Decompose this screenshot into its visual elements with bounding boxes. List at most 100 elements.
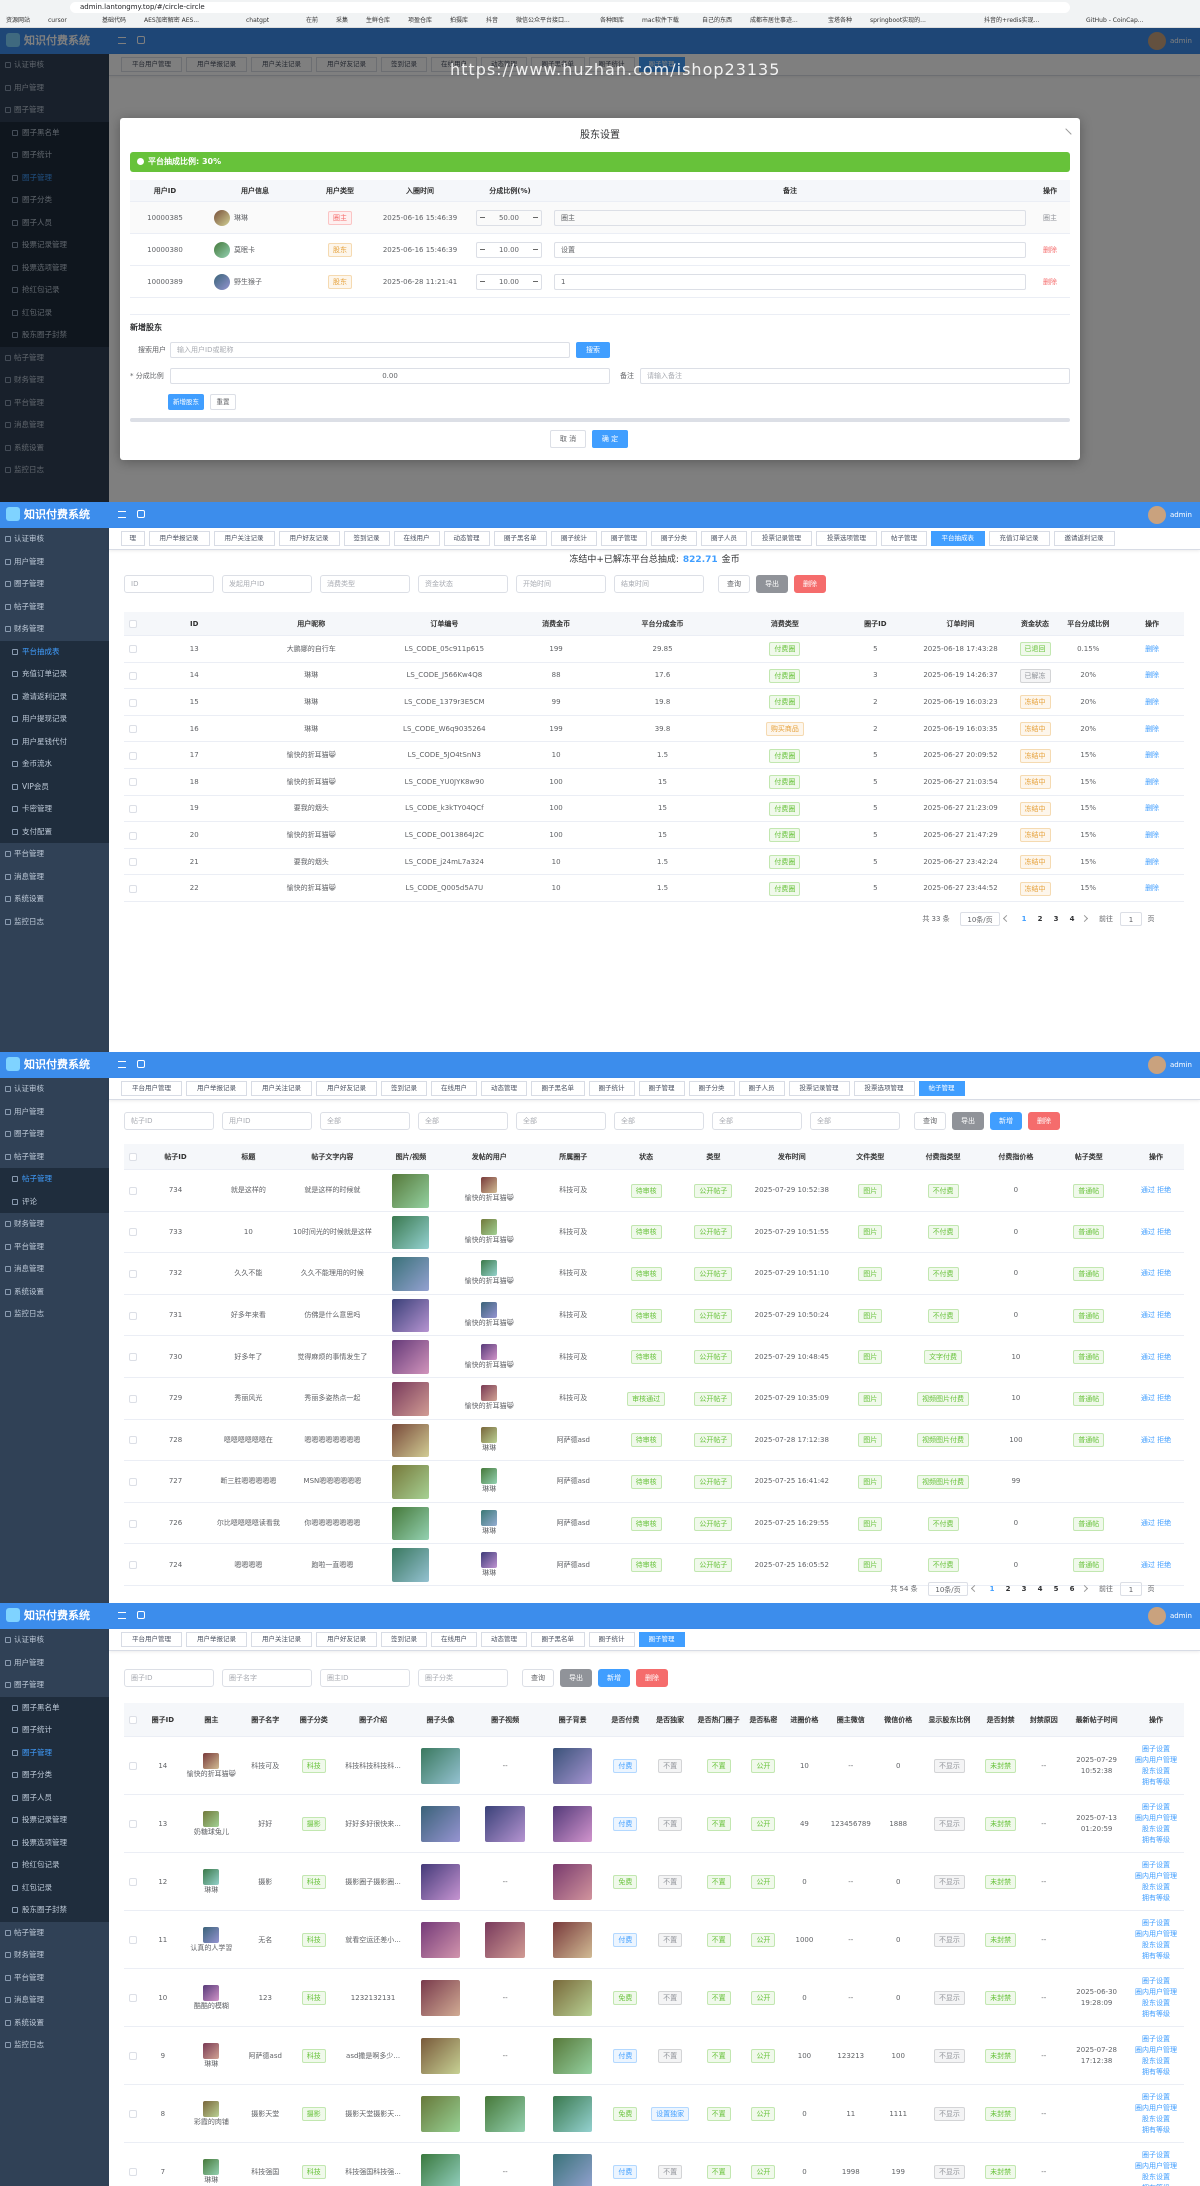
decrease[interactable] [480, 217, 485, 218]
row-action[interactable]: 圈子设置 [1141, 1745, 1170, 1753]
tab[interactable]: 帖子管理 [881, 531, 927, 546]
tab[interactable]: 圈子黑名单 [531, 1081, 585, 1096]
bookmark[interactable]: AES加密解密 AES... [144, 17, 200, 24]
cell-text[interactable]: 删除 [1145, 830, 1160, 839]
cell-text[interactable]: 删除 [1145, 724, 1160, 733]
tab[interactable]: 用户举报记录 [186, 1632, 247, 1647]
cell-text[interactable]: 删除 [1145, 697, 1160, 706]
row-action[interactable]: 圈子设置 [1141, 1919, 1170, 1927]
row-action[interactable]: 股东设置 [1141, 1883, 1170, 1891]
filter-input[interactable]: 全部 [614, 1112, 704, 1130]
cancel-button[interactable]: 取 消 [550, 430, 586, 448]
bookmark[interactable]: 成都市居住事迹... [750, 17, 798, 24]
row-action[interactable]: 拥有等级 [1141, 1778, 1170, 1786]
bookmark[interactable]: 抖音 [486, 17, 499, 24]
user-name[interactable]: admin [1170, 1612, 1192, 1620]
tab[interactable]: 圈子分类 [651, 531, 697, 546]
tab[interactable]: 圈子黑名单 [531, 1632, 585, 1647]
tab[interactable]: 理 [121, 531, 145, 546]
cell-text[interactable]: 删除 [1145, 671, 1160, 680]
pagination-item[interactable]: 5 [1053, 1585, 1059, 1593]
cell-text[interactable]: 删除 [1145, 644, 1160, 653]
tab[interactable]: 圈子管理 [638, 1081, 685, 1096]
pagination-item[interactable]: 1 [1120, 912, 1142, 926]
button[interactable]: 查询 [914, 1112, 946, 1130]
filter-input[interactable]: 全部 [810, 1112, 900, 1130]
tab[interactable]: 动态管理 [443, 531, 490, 546]
menu-item[interactable]: 帖子管理 [0, 1921, 109, 1944]
menu-item[interactable]: 监控日志 [0, 1303, 109, 1326]
user-avatar[interactable] [1148, 506, 1166, 524]
checkbox[interactable] [129, 2052, 137, 2060]
row-action[interactable]: 圈内用户管理 [1134, 1872, 1177, 1880]
remark-input[interactable]: 圈主 [554, 210, 1026, 226]
menu-item[interactable]: 监控日志 [0, 910, 109, 933]
pagination-item[interactable]: 2 [1037, 915, 1043, 923]
menu-item[interactable]: 用户星钱代付 [0, 730, 109, 753]
menu-toggle[interactable] [118, 1612, 126, 1619]
cell-text[interactable]: 删除 [1145, 884, 1160, 893]
menu-item[interactable]: 消息管理 [0, 865, 109, 888]
menu-item[interactable]: 帖子管理 [0, 595, 109, 618]
checkbox[interactable] [129, 751, 137, 760]
checkbox[interactable] [129, 1311, 137, 1320]
menu-item[interactable]: 消息管理 [0, 1989, 109, 2012]
row-action[interactable]: 股东设置 [1141, 1767, 1170, 1775]
menu-item[interactable]: 平台管理 [0, 843, 109, 866]
checkbox[interactable] [129, 698, 137, 707]
menu-item[interactable]: 用户管理 [0, 1100, 109, 1123]
tab[interactable]: 平台用户管理 [121, 1632, 182, 1647]
tab[interactable]: 投票选项管理 [853, 1081, 915, 1096]
row-action[interactable]: 股东设置 [1141, 1825, 1170, 1833]
row-action[interactable]: 拥有等级 [1141, 1836, 1170, 1844]
button[interactable]: 查询 [522, 1669, 554, 1687]
menu-item[interactable]: 红包记录 [0, 1876, 109, 1899]
menu-item[interactable]: 圈子黑名单 [0, 1696, 109, 1719]
filter-input[interactable]: 全部 [320, 1112, 410, 1130]
menu-item[interactable]: 监控日志 [0, 2034, 109, 2057]
ratio-input[interactable]: 0.00 [170, 368, 610, 384]
filter-input[interactable]: 结束时间 [614, 575, 704, 593]
filter-input[interactable]: ID [124, 575, 214, 593]
next[interactable] [1080, 1584, 1089, 1593]
bookmark[interactable]: 拍摄库 [450, 17, 469, 24]
checkbox[interactable] [129, 1153, 137, 1161]
menu-item[interactable]: 系统设置 [0, 1280, 109, 1303]
cell-text[interactable]: 通过 拒绝 [1140, 1560, 1172, 1569]
menu-item[interactable]: 认证审核 [0, 1078, 109, 1101]
menu-item[interactable]: 系统设置 [0, 888, 109, 911]
bookmark[interactable]: 自己的东西 [702, 17, 733, 24]
number-input[interactable]: 10.00 [476, 242, 542, 258]
filter-input[interactable]: 圈子ID [124, 1669, 214, 1687]
cell-text[interactable]: 通过 拒绝 [1140, 1519, 1172, 1528]
remark-input[interactable]: 请输入备注 [640, 368, 1070, 384]
filter-input[interactable]: 全部 [516, 1112, 606, 1130]
pagination-item[interactable]: 4 [1069, 915, 1075, 923]
filter-input[interactable]: 消费类型 [320, 575, 410, 593]
tab[interactable]: 用户关注记录 [251, 1081, 312, 1096]
tab[interactable]: 用户好友记录 [316, 1632, 377, 1647]
tab[interactable]: 用户举报记录 [186, 1081, 247, 1096]
menu-toggle[interactable] [118, 1061, 126, 1068]
filter-input[interactable]: 帖子ID [124, 1112, 214, 1130]
row-action[interactable]: 删除 [1043, 277, 1057, 286]
button[interactable]: 新增 [990, 1112, 1022, 1130]
tab[interactable]: 在线用户 [431, 1632, 477, 1647]
row-action[interactable]: 圈子设置 [1141, 2035, 1170, 2043]
cell-text[interactable]: 删除 [1145, 777, 1160, 786]
checkbox[interactable] [129, 778, 137, 787]
button[interactable]: 导出 [952, 1112, 984, 1130]
menu-item[interactable]: 财务管理 [0, 1213, 109, 1236]
menu-item[interactable]: 邀请返利记录 [0, 685, 109, 708]
checkbox[interactable] [129, 884, 137, 893]
pagination-item[interactable]: 10条/页 [928, 1582, 968, 1596]
checkbox[interactable] [129, 1820, 137, 1828]
remark-input[interactable]: 设置 [554, 242, 1026, 258]
menu-toggle[interactable] [118, 511, 126, 518]
bookmark[interactable]: mac软件下载 [642, 17, 679, 24]
prev[interactable] [970, 1584, 979, 1593]
pagination-item[interactable]: 共 54 条 [890, 1585, 918, 1593]
checkbox[interactable] [129, 1228, 137, 1237]
cell-text[interactable]: 通过 拒绝 [1140, 1227, 1172, 1236]
tab[interactable]: 平台抽成表 [931, 531, 985, 546]
